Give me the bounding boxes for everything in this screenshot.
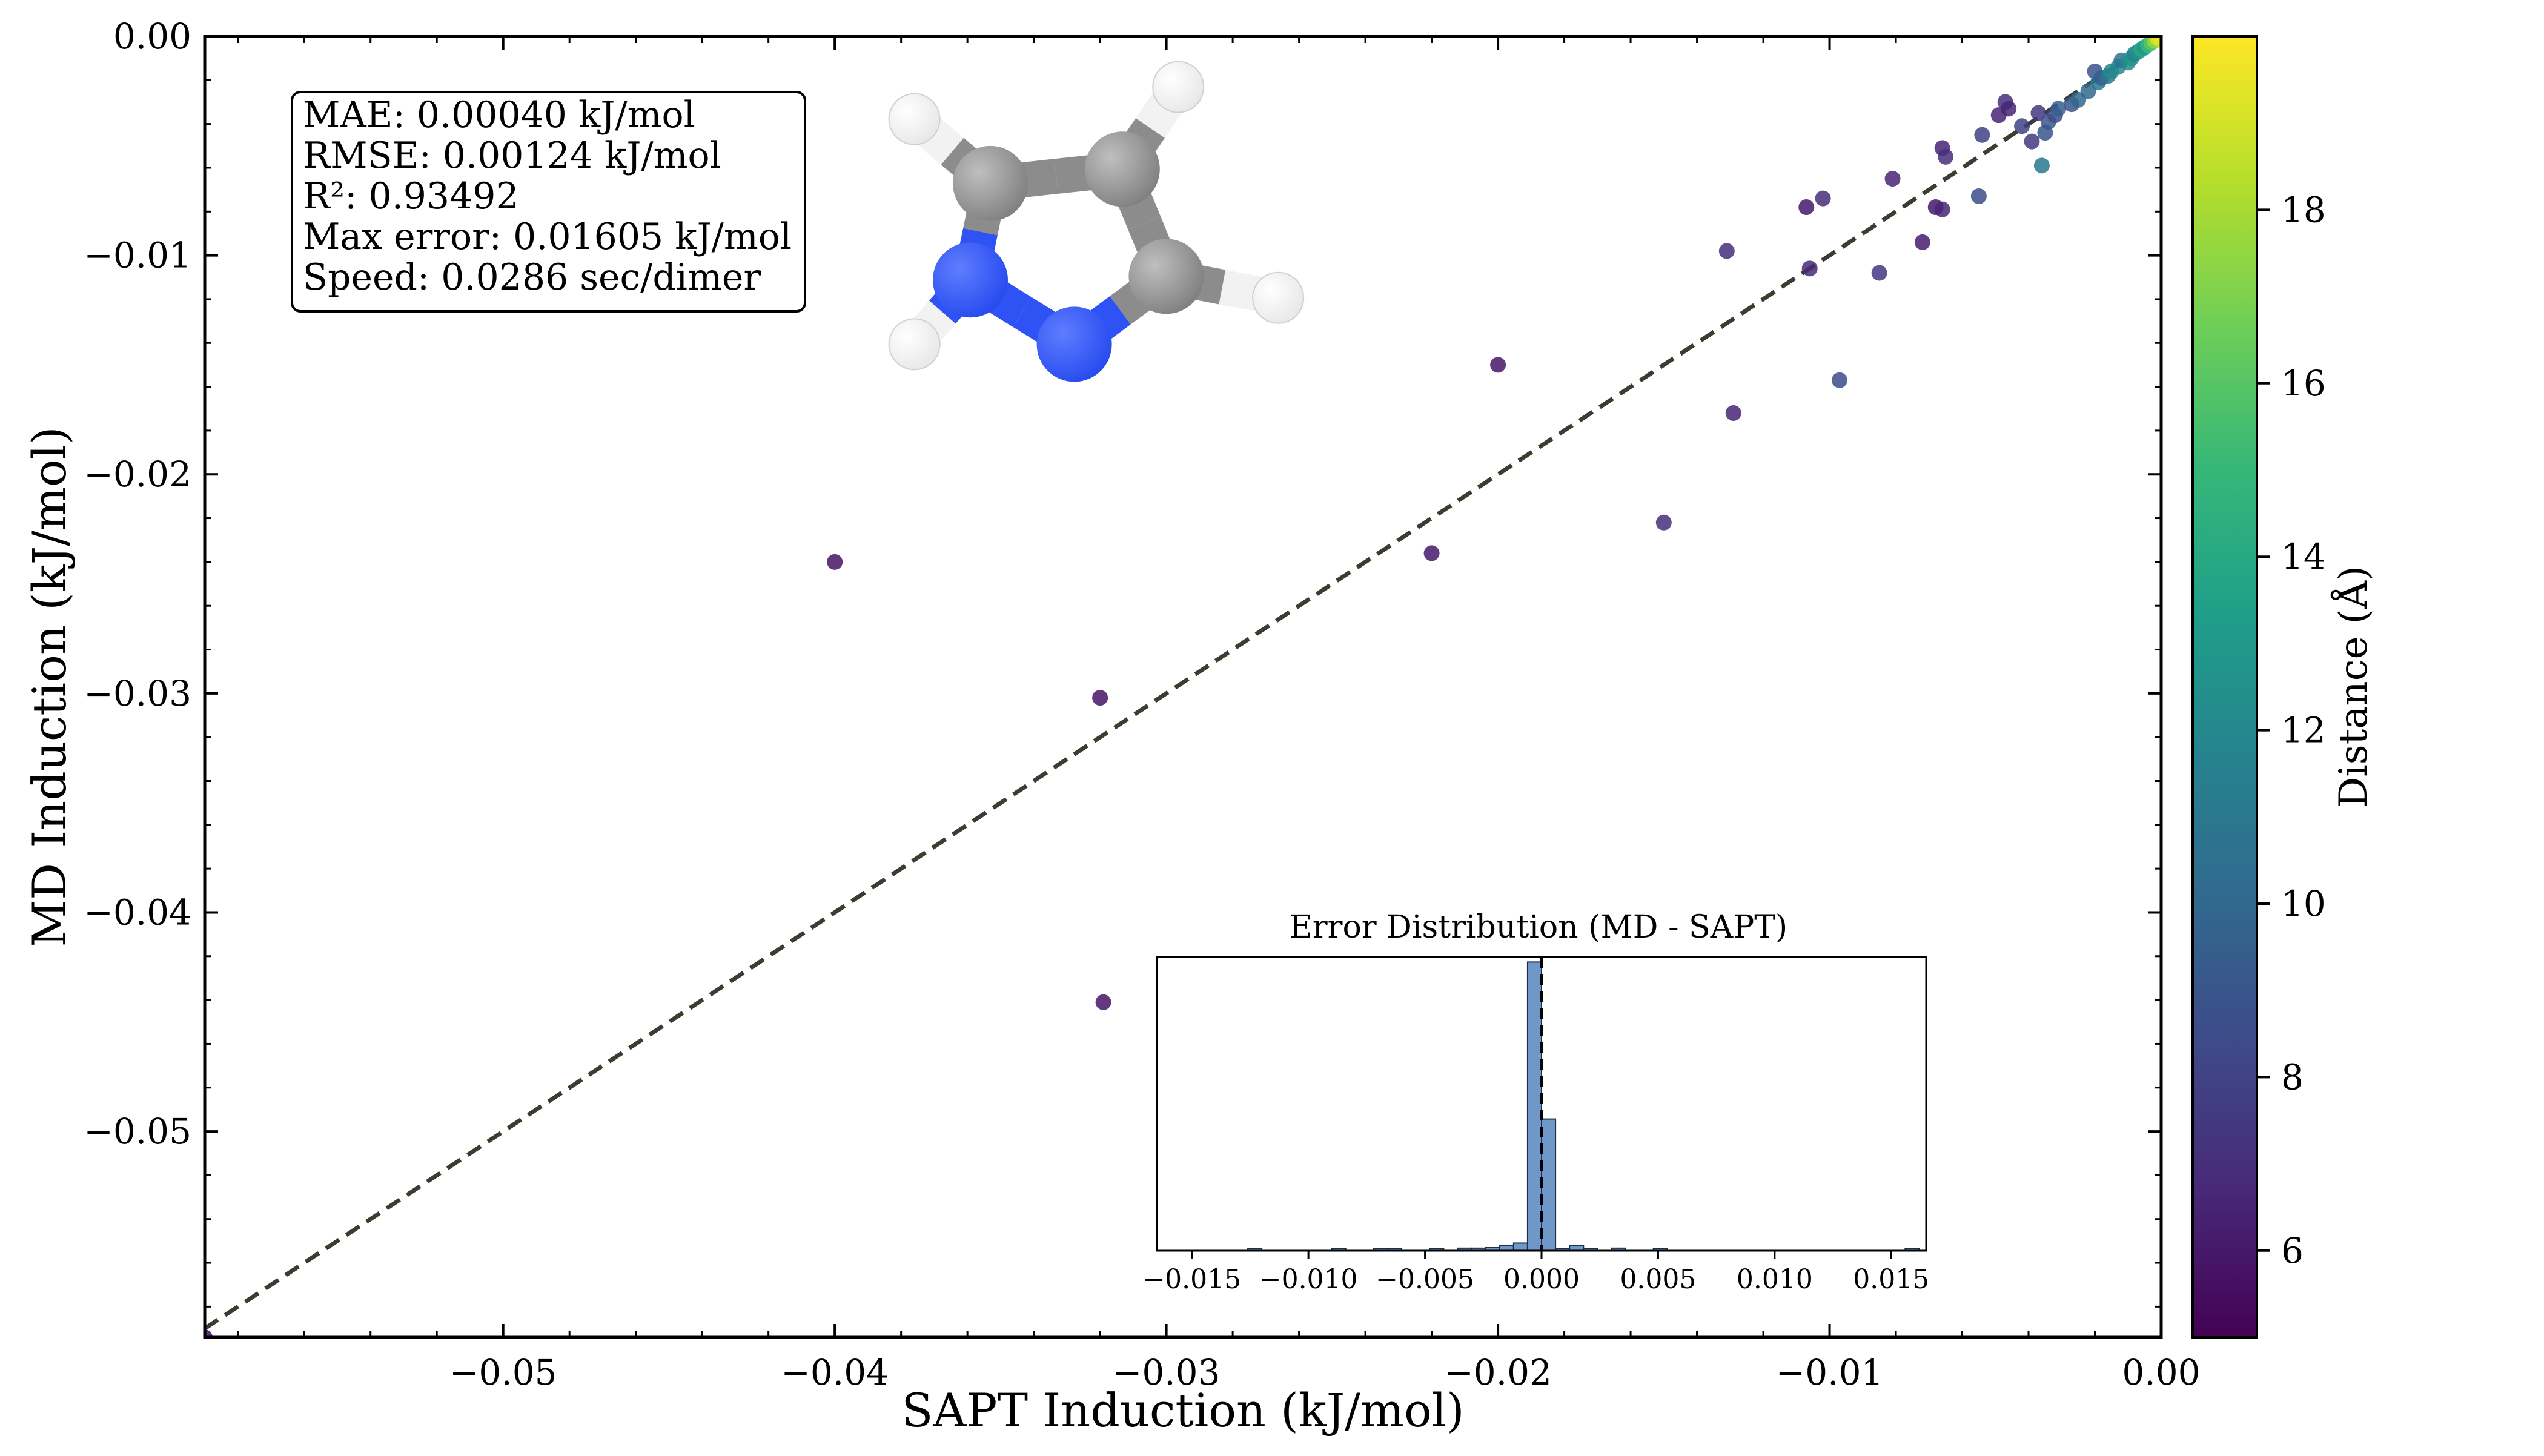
colorbar-tick-label: 16 (2281, 363, 2326, 404)
stats-box: MAE: 0.00040 kJ/mol RMSE: 0.00124 kJ/mol… (291, 91, 806, 313)
scatter-point (2050, 101, 2067, 117)
y-tick-label: 0.00 (113, 16, 191, 57)
scatter-point (205, 1329, 213, 1337)
x-tick-label: −0.05 (449, 1352, 557, 1393)
scatter-point (1095, 994, 1111, 1010)
scatter-point (1718, 243, 1735, 259)
y-tick-label: −0.02 (84, 454, 191, 495)
main-plot-area: −0.05 −0.04 −0.03 −0.02 −0.01 0.00 0.00 −0.01 −… (84, 16, 2200, 1393)
inset-title: Error Distribution (MD - SAPT) (1290, 909, 1787, 945)
identity-reference-line (204, 35, 2162, 1331)
scatter-point (1934, 201, 1950, 217)
colorbar: 6 8 10 12 14 16 18 Distance (Å) (2191, 35, 2376, 1339)
x-tick-label: 0.00 (2122, 1352, 2200, 1393)
inset-tick-label: 0.010 (1737, 1264, 1813, 1295)
x-tick-label: −0.04 (781, 1352, 889, 1393)
y-tick-label: −0.04 (84, 892, 191, 933)
inset-frame (1156, 956, 1927, 1252)
inset-tick-label: 0.000 (1503, 1264, 1580, 1295)
scatter-point (1490, 357, 1506, 373)
scatter-point (2151, 36, 2161, 45)
y-tick-label: −0.03 (84, 673, 191, 714)
colorbar-tick-label: 18 (2281, 189, 2326, 230)
x-tick-label: −0.02 (1444, 1352, 1552, 1393)
scatter-points (205, 36, 2161, 1337)
plot-frame (203, 35, 2163, 1339)
molecule-atom-n (933, 242, 1008, 318)
molecule-atom-h (1152, 61, 1205, 113)
scatter-point (2024, 133, 2040, 150)
scatter-point (1815, 190, 1831, 207)
x-tick-label: −0.03 (1113, 1352, 1221, 1393)
scatter-point (1801, 260, 1818, 277)
scatter-point (1655, 514, 1672, 531)
inset-x-ticks: −0.015 −0.010 −0.005 0.000 0.005 0.010 0.015 (1142, 1251, 1929, 1295)
molecule-atom-h (1252, 271, 1305, 324)
stats-rmse: RMSE: 0.00124 kJ/mol (303, 134, 721, 177)
colorbar-tick-label: 10 (2281, 883, 2326, 924)
scatter-point (827, 554, 843, 570)
molecule-atom-h (888, 318, 941, 371)
scatter-point (2014, 118, 2030, 134)
molecule-atom-c (1128, 239, 1204, 314)
colorbar-tick-label: 8 (2281, 1056, 2304, 1097)
molecule-atom-n (1036, 306, 1112, 382)
colorbar-tick-label: 6 (2281, 1230, 2304, 1271)
inset-tick-label: 0.015 (1853, 1264, 1929, 1295)
inset-bar (1541, 1118, 1557, 1251)
scatter-point (1938, 148, 1954, 165)
molecule-atom-c (1084, 131, 1160, 207)
scatter-point (1871, 265, 1887, 281)
inset-tick-label: −0.005 (1376, 1264, 1474, 1295)
stats-r2: R²: 0.93492 (303, 175, 519, 217)
scatter-point (1970, 188, 1987, 204)
inset-bar (1512, 1242, 1528, 1251)
scatter-point (2033, 157, 2050, 174)
scatter-point (1884, 171, 1901, 187)
pyrazole-molecule-image (888, 61, 1305, 382)
inset-bars (1247, 961, 1920, 1252)
stats-box-frame (291, 91, 806, 313)
scatter-point (2001, 101, 2017, 117)
inset-tick-label: −0.010 (1259, 1264, 1358, 1295)
colorbar-ticks: 6 8 10 12 14 16 18 (2257, 189, 2326, 1271)
y-tick-label: −0.01 (84, 235, 191, 276)
scatter-point (1914, 234, 1930, 250)
x-tick-label: −0.01 (1776, 1352, 1884, 1393)
molecule-atom-h (888, 93, 941, 145)
y-axis-label: MD Induction (kJ/mol) (22, 426, 76, 947)
colorbar-label: Distance (Å) (2331, 566, 2376, 808)
stats-speed: Speed: 0.0286 sec/dimer (303, 256, 761, 299)
molecule-atom-c (953, 145, 1028, 221)
stats-max-error: Max error: 0.01605 kJ/mol (303, 216, 792, 258)
colorbar-gradient (2191, 35, 2258, 1339)
scatter-point (1831, 372, 1847, 388)
stats-mae: MAE: 0.00040 kJ/mol (303, 94, 695, 136)
scatter-point (1092, 690, 1108, 706)
scatter-point (1974, 127, 1990, 143)
x-axis-label: SAPT Induction (kJ/mol) (901, 1383, 1464, 1437)
scatter-point (1423, 545, 1440, 561)
colorbar-tick-label: 14 (2281, 536, 2326, 577)
y-tick-label: −0.05 (84, 1111, 191, 1152)
y-axis-ticks: 0.00 −0.01 −0.02 −0.03 −0.04 −0.05 (84, 16, 2161, 1308)
inset-tick-label: 0.005 (1620, 1264, 1696, 1295)
inset-bar (1526, 961, 1543, 1251)
colorbar-tick-label: 12 (2281, 710, 2326, 751)
scatter-point (1725, 405, 1741, 421)
error-histogram-inset: Error Distribution (MD - SAPT) −0.015 −0.… (1142, 909, 1929, 1295)
scatter-point (1798, 199, 1815, 216)
inset-tick-label: −0.015 (1142, 1264, 1241, 1295)
